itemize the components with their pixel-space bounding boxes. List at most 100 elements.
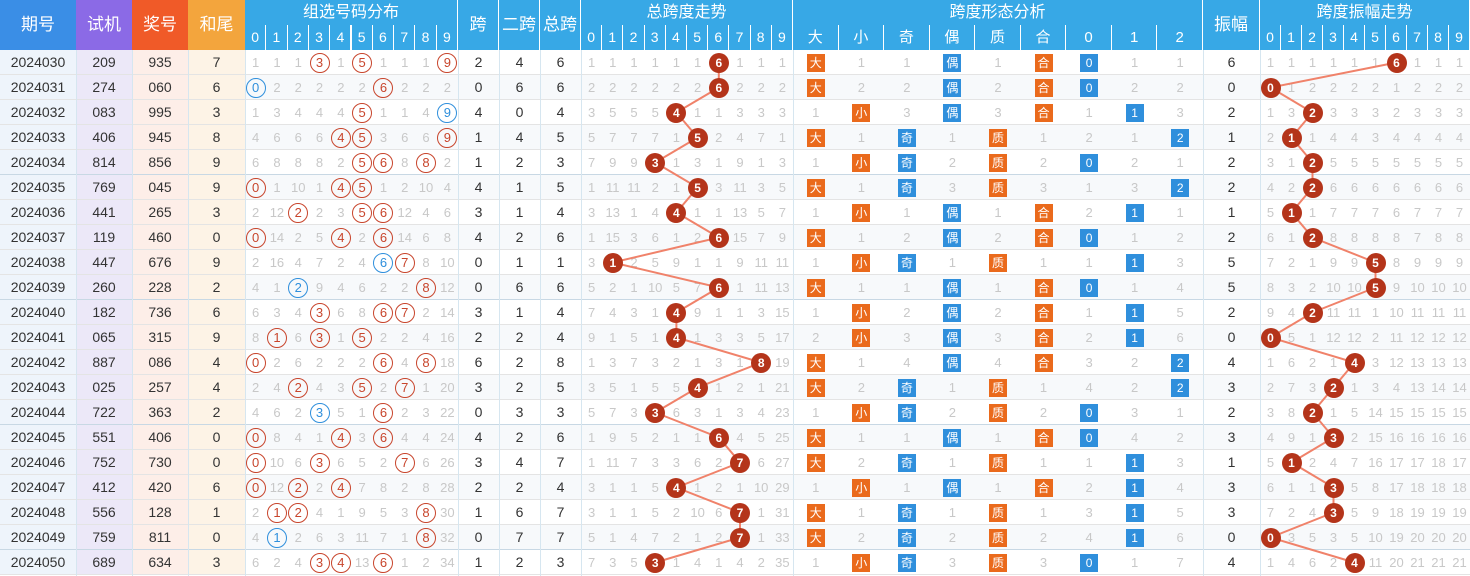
span-trend-cell: 3 <box>581 200 602 225</box>
shape-cell: 2 <box>884 75 930 100</box>
dist-col-8[interactable]: 8 <box>415 25 437 50</box>
span-trend-col-4[interactable]: 4 <box>665 25 687 50</box>
span-trend-col-0[interactable]: 0 <box>581 25 603 50</box>
span-trend-col-7[interactable]: 7 <box>729 25 751 50</box>
shape-cell: 1 <box>930 125 976 150</box>
span2-cell: 6 <box>515 79 524 95</box>
miss-count: 2 <box>1266 380 1275 395</box>
dist-col-3[interactable]: 3 <box>308 25 331 50</box>
hit-number-ring: 5 <box>352 153 373 173</box>
amp-trend-col-1[interactable]: 1 <box>1281 25 1302 50</box>
shape-cell: 1 <box>839 500 885 525</box>
header-span2[interactable]: 二跨 <box>499 0 540 50</box>
miss-count: 1 <box>1308 430 1317 445</box>
shape-col-3[interactable]: 偶 <box>929 25 976 50</box>
dist-col-0[interactable]: 0 <box>245 25 267 50</box>
span-trend-cell: 4 <box>666 300 687 325</box>
miss-count: 2 <box>1350 80 1359 95</box>
shape-col-7[interactable]: 1 <box>1111 25 1158 50</box>
miss-count: 3 <box>609 355 617 370</box>
span-trend-col-5[interactable]: 5 <box>687 25 709 50</box>
issue-cell: 2024044 <box>0 400 76 425</box>
shape-col-5[interactable]: 合 <box>1020 25 1067 50</box>
miss-count: 1 <box>401 555 409 570</box>
amp-trend-cell: 7 <box>1260 250 1281 275</box>
shape-col-2[interactable]: 奇 <box>884 25 930 50</box>
dist-col-7[interactable]: 7 <box>394 25 416 50</box>
dist-cell: 8 <box>415 475 436 500</box>
miss-count: 8 <box>1329 230 1338 245</box>
shape-cell: 2 <box>930 525 976 550</box>
miss-count: 2 <box>1176 230 1184 245</box>
miss-count: 1 <box>1266 105 1275 120</box>
amp-trend-col-7[interactable]: 7 <box>1407 25 1428 50</box>
dist-cell: 2 <box>288 475 309 500</box>
shape-cell: 1 <box>1112 275 1158 300</box>
shape-cell: 2 <box>1021 150 1067 175</box>
amp-trend-col-0[interactable]: 0 <box>1260 25 1281 50</box>
dist-col-2[interactable]: 2 <box>287 25 309 50</box>
prize-cell: 634 <box>132 550 188 575</box>
amp-trend-cell: 8 <box>1428 225 1449 250</box>
span-trend-cell: 3 <box>708 325 729 350</box>
amp-trend-col-2[interactable]: 2 <box>1302 25 1323 50</box>
miss-count: 1 <box>672 55 680 70</box>
miss-count: 4 <box>252 405 260 420</box>
span-trend-cell: 2 <box>708 450 729 475</box>
span-trend-cell: 7 <box>751 125 772 150</box>
header-prize[interactable]: 奖号 <box>132 0 188 50</box>
span-trend-col-6[interactable]: 6 <box>708 25 730 50</box>
miss-count: 6 <box>422 455 430 470</box>
shape-col-1[interactable]: 小 <box>838 25 885 50</box>
amp-trend-col-4[interactable]: 4 <box>1344 25 1365 50</box>
column-divider <box>793 50 794 576</box>
miss-count: 5 <box>587 130 596 145</box>
shape-tag: 2 <box>1171 379 1190 397</box>
header-amplitude[interactable]: 振幅 <box>1203 0 1260 50</box>
miss-count: 6 <box>1266 230 1275 245</box>
amp-trend-cell: 1 <box>1302 250 1323 275</box>
shape-tag: 合 <box>1034 54 1053 72</box>
amp-trend-cell: 6 <box>1386 175 1407 200</box>
amp-trend-col-5[interactable]: 5 <box>1365 25 1386 50</box>
dist-col-4[interactable]: 4 <box>330 25 352 50</box>
prize-cell: 676 <box>132 250 188 275</box>
dist-col-9[interactable]: 9 <box>436 25 458 50</box>
dist-cell: 1 <box>394 550 415 575</box>
span-trend-col-9[interactable]: 9 <box>771 25 793 50</box>
shape-col-4[interactable]: 质 <box>975 25 1021 50</box>
miss-count: 2 <box>1039 405 1048 420</box>
amp-trend-col-9[interactable]: 9 <box>1449 25 1470 50</box>
dist-col-6[interactable]: 6 <box>372 25 395 50</box>
shape-col-8[interactable]: 2 <box>1157 25 1203 50</box>
header-span[interactable]: 跨 <box>458 0 499 50</box>
span-trend-col-3[interactable]: 3 <box>644 25 666 50</box>
span-trend-cell: 1 <box>581 450 602 475</box>
amp-trend-col-8[interactable]: 8 <box>1428 25 1449 50</box>
header-issue[interactable]: 期号 <box>0 0 76 50</box>
span2-cell: 7 <box>515 529 524 545</box>
amp-trend-col-3[interactable]: 3 <box>1323 25 1344 50</box>
total-span-cell: 7 <box>556 504 565 520</box>
row-divider <box>0 149 1470 150</box>
header-total-span[interactable]: 总跨 <box>540 0 581 50</box>
span-trend-col-2[interactable]: 2 <box>623 25 645 50</box>
dist-col-1[interactable]: 1 <box>266 25 288 50</box>
miss-count: 10 <box>1368 530 1383 545</box>
amp-trend-cell: 6 <box>1386 200 1407 225</box>
dist-col-5[interactable]: 5 <box>351 25 373 50</box>
amp-trend-cell: 2 <box>1302 75 1323 100</box>
span-trend-col-1[interactable]: 1 <box>602 25 624 50</box>
header-trial[interactable]: 试机 <box>76 0 132 50</box>
miss-count: 2 <box>857 80 865 95</box>
miss-count: 6 <box>1371 180 1380 195</box>
header-tail[interactable]: 和尾 <box>188 0 245 50</box>
span-trend-col-8[interactable]: 8 <box>750 25 772 50</box>
shape-col-0[interactable]: 大 <box>793 25 839 50</box>
row-divider <box>0 74 1470 75</box>
shape-col-6[interactable]: 0 <box>1066 25 1112 50</box>
amp-trend-col-6[interactable]: 6 <box>1386 25 1407 50</box>
hit-number-ring: 6 <box>373 403 394 423</box>
amp-trend-cell: 6 <box>1386 50 1407 75</box>
shape-tag: 偶 <box>943 304 962 322</box>
